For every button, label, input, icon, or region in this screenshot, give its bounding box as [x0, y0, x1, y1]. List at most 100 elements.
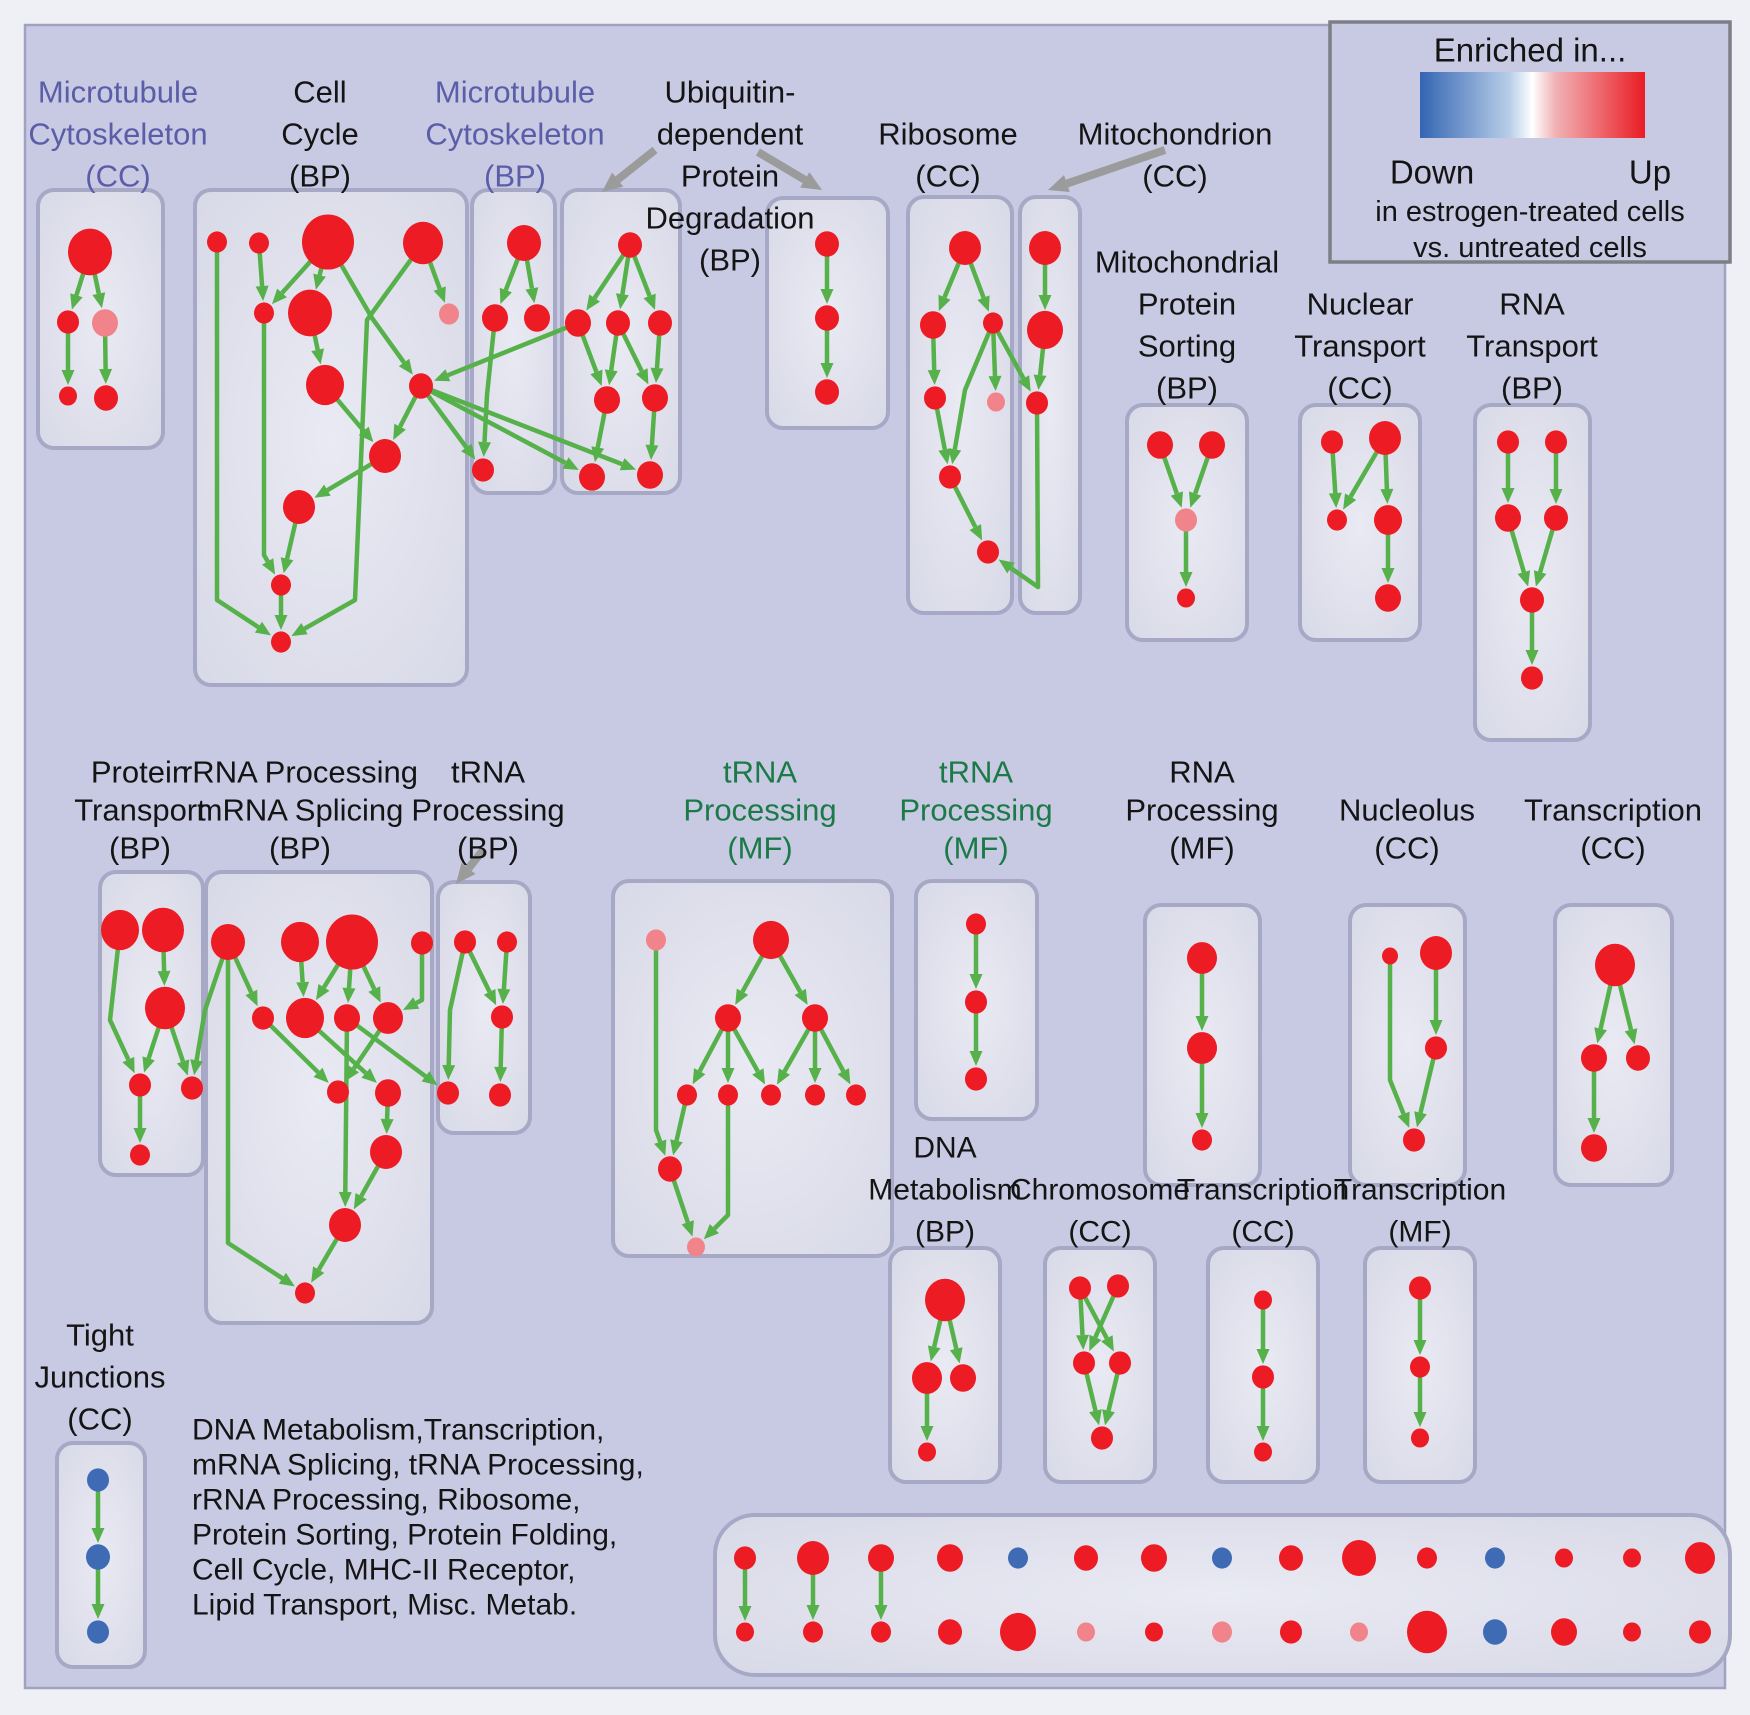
edge-ubiq-deg-arrowhead	[586, 294, 600, 311]
cluster-label-tight-junctions-line-0: Tight	[66, 1318, 134, 1353]
go-node-upregulated	[472, 458, 494, 482]
cluster-label-mt-bp-line-0: Microtubule	[435, 75, 595, 110]
edge-rrna-mrna-arrowhead	[338, 1191, 352, 1207]
go-node-upregulated	[1369, 421, 1401, 455]
cluster-label-ubiq-deg-line-0: Ubiquitin-	[665, 75, 796, 110]
go-node-downregulated	[86, 1544, 110, 1570]
go-node-upregulated	[677, 1084, 697, 1106]
go-node-upregulated	[57, 310, 79, 334]
cluster-label-nuclear-transport-line-0: Nuclear	[1307, 287, 1414, 322]
edge-protein-transport-arrowhead	[157, 970, 171, 986]
go-node-upregulated	[1145, 1622, 1163, 1642]
link-ubiq-deg-to-cell-cycle	[447, 320, 579, 378]
edge-trna-mf-1-arrowhead	[692, 1068, 706, 1085]
cluster-label-trna-mf-2-line-1: Processing	[899, 793, 1052, 828]
go-node-downregulated	[1483, 1619, 1507, 1645]
cluster-label-protein-transport-line-1: Transport	[74, 793, 206, 828]
cluster-label-transcription-mf-line-0: Transcription	[1334, 1174, 1506, 1207]
go-node-upregulated	[594, 386, 620, 414]
go-node-upregulated	[68, 228, 112, 276]
edge-cell-cycle-arrowhead	[311, 348, 324, 365]
edge-rrna-mrna-arrowhead	[345, 1065, 360, 1082]
cluster-label-rna-processing-mf-line-1: Processing	[1125, 793, 1278, 828]
edge-cell-cycle-arrowhead	[433, 286, 446, 303]
go-node-upregulated	[1595, 943, 1635, 987]
cluster-box-mt-bp	[470, 188, 557, 495]
edge-trna-bp	[446, 941, 468, 1066]
go-node-upregulated	[1321, 430, 1343, 454]
go-node-upregulated	[1000, 1612, 1036, 1652]
edge-ubiq-deg-arrowhead	[650, 367, 664, 383]
edge-nucleolus	[1387, 956, 1406, 1115]
go-node-upregulated	[1382, 947, 1398, 965]
go-node-upregulated	[1374, 505, 1402, 535]
edge-trna-bp-arrowhead	[494, 1066, 508, 1082]
legend-subtitle-1: in estrogen-treated cells	[1375, 196, 1685, 228]
edge-ribosome-arrowhead	[969, 524, 983, 541]
edge-transcription-cc-2-arrowhead	[1256, 1426, 1270, 1441]
edge-cell-cycle-arrowhead	[274, 615, 288, 630]
go-node-upregulated	[1192, 1129, 1212, 1151]
edge-ubiq-deg-arrowhead	[590, 369, 603, 386]
go-node-upregulated	[965, 990, 987, 1014]
cluster-box-misc-cluster	[713, 1513, 1732, 1677]
go-node-upregulated	[1545, 430, 1567, 454]
go-node-upregulated	[1187, 1032, 1217, 1064]
callout-ubiquitin-left-head	[602, 172, 624, 192]
edge-rrna-mrna-arrowhead	[311, 1266, 325, 1283]
edge-cell-cycle-arrowhead	[313, 273, 326, 290]
go-node-upregulated	[1026, 391, 1048, 415]
edge-protein-transport-arrowhead	[176, 1059, 190, 1076]
go-node-upregulated	[252, 1006, 274, 1030]
edge-rrna-mrna	[225, 942, 284, 1281]
go-node-upregulated	[753, 920, 789, 960]
cluster-label-rrna-mrna-line-1: mRNA Splicing	[197, 793, 404, 828]
edge-rrna-mrna-arrowhead	[245, 989, 258, 1007]
cluster-label-protein-transport-line-2: (BP)	[109, 831, 171, 866]
edge-cell-cycle	[326, 240, 406, 364]
edge-trna-bp-arrowhead	[483, 989, 497, 1006]
edge-tight-junctions-arrowhead	[91, 1604, 105, 1619]
go-node-upregulated	[579, 463, 605, 491]
cluster-label-transcription-cc-1-line-1: (CC)	[1580, 831, 1645, 866]
go-node-upregulated	[524, 304, 550, 332]
edge-misc-cluster-arrowhead	[806, 1605, 820, 1620]
go-node-upregulated	[306, 364, 344, 406]
edge-mt-cc-arrowhead	[61, 370, 75, 385]
go-node-upregulated	[409, 373, 433, 399]
edge-mt-bp	[482, 317, 498, 443]
edge-trna-mf-1-arrowhead	[752, 1068, 766, 1085]
edge-protein-transport	[107, 929, 131, 1061]
cluster-label-protein-transport-line-0: Protein	[91, 755, 189, 790]
go-node-upregulated	[1252, 1365, 1274, 1389]
cluster-label-transcription-cc-1-line-0: Transcription	[1524, 793, 1702, 828]
go-node-upregulated	[1417, 1547, 1437, 1569]
cluster-box-trna-mf-1	[611, 879, 894, 1258]
go-node-upregulated	[249, 232, 269, 254]
go-node-upregulated	[815, 379, 839, 405]
go-node-upregulated	[1521, 666, 1543, 690]
link-ubiq-deg-to-cell-cycle-arrowhead	[434, 369, 451, 382]
edge-mitochondrion-arrowhead	[1038, 295, 1052, 310]
go-node-upregulated	[129, 1073, 151, 1097]
go-node-upregulated	[1581, 1134, 1607, 1162]
go-node-upregulated	[846, 1084, 866, 1106]
go-node-upregulated	[1279, 1545, 1303, 1571]
go-node-upregulated	[734, 1546, 756, 1570]
go-node-downregulated	[87, 1620, 109, 1644]
edge-chromosome-arrowhead	[1076, 1334, 1089, 1350]
edge-trna-mf-1	[712, 1095, 731, 1231]
cluster-box-rrna-mrna	[204, 870, 434, 1325]
go-node-upregulated	[977, 540, 999, 564]
go-node-upregulated	[254, 302, 274, 324]
go-node-upregulated	[1254, 1290, 1272, 1310]
edge-trna-mf-1-arrowhead	[721, 1068, 735, 1083]
go-node-upregulated	[803, 1621, 823, 1643]
edge-rna-transport-arrowhead	[1517, 570, 1531, 587]
go-node-upregulated	[482, 304, 508, 332]
edge-cell-cycle-arrowhead	[393, 423, 406, 440]
edge-cell-cycle	[261, 313, 270, 563]
cluster-label-dna-metabolism-line-1: Metabolism	[868, 1174, 1021, 1207]
cluster-box-dna-metabolism	[888, 1246, 1002, 1484]
go-node-upregulated	[1420, 936, 1452, 970]
